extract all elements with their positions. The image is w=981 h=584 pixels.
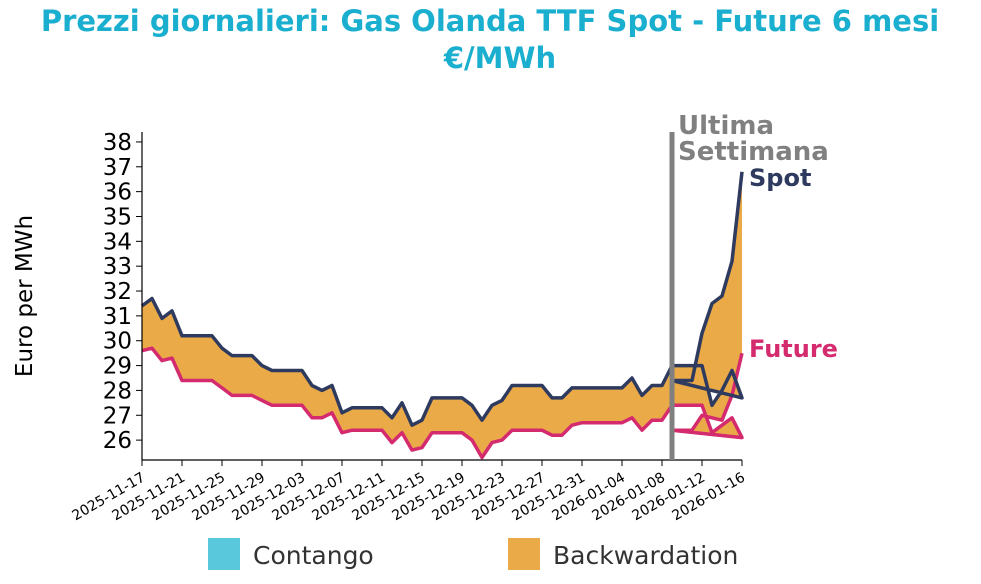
y-tick-label: 26 <box>103 428 132 454</box>
legend-label-contango: Contango <box>253 541 374 570</box>
chart-subtitle: €/MWh <box>443 41 556 75</box>
legend-swatch-backwardation <box>508 538 540 570</box>
y-tick-label: 33 <box>103 254 132 280</box>
series-label-future: Future <box>749 335 838 363</box>
legend-swatch-contango <box>208 538 240 570</box>
backwardation-area <box>142 171 742 458</box>
y-tick-label: 38 <box>103 130 132 156</box>
legend-label-backwardation: Backwardation <box>553 541 738 570</box>
y-tick-label: 31 <box>103 304 132 330</box>
last-week-marker-label: Ultima <box>678 111 774 141</box>
y-tick-label: 32 <box>103 279 132 305</box>
y-tick-label: 34 <box>103 229 132 255</box>
series-line-future <box>141 346 744 460</box>
y-tick-label: 30 <box>103 329 132 355</box>
series-lines-group <box>140 171 744 460</box>
chart-title: Prezzi giornalieri: Gas Olanda TTF Spot … <box>41 4 939 38</box>
last-week-marker-label: Settimana <box>678 137 829 167</box>
y-tick-label: 28 <box>103 378 132 404</box>
y-tick-label: 37 <box>103 155 132 181</box>
series-label-spot: Spot <box>749 164 811 192</box>
y-tick-label: 35 <box>103 204 132 230</box>
series-line-spot <box>140 171 744 427</box>
y-tick-label: 27 <box>103 403 132 429</box>
y-tick-label: 29 <box>103 354 132 380</box>
y-tick-label: 36 <box>103 180 132 206</box>
spread-area-group <box>142 171 742 458</box>
y-axis-label: Euro per MWh <box>12 215 38 377</box>
legend: Contango Backwardation <box>208 538 738 570</box>
